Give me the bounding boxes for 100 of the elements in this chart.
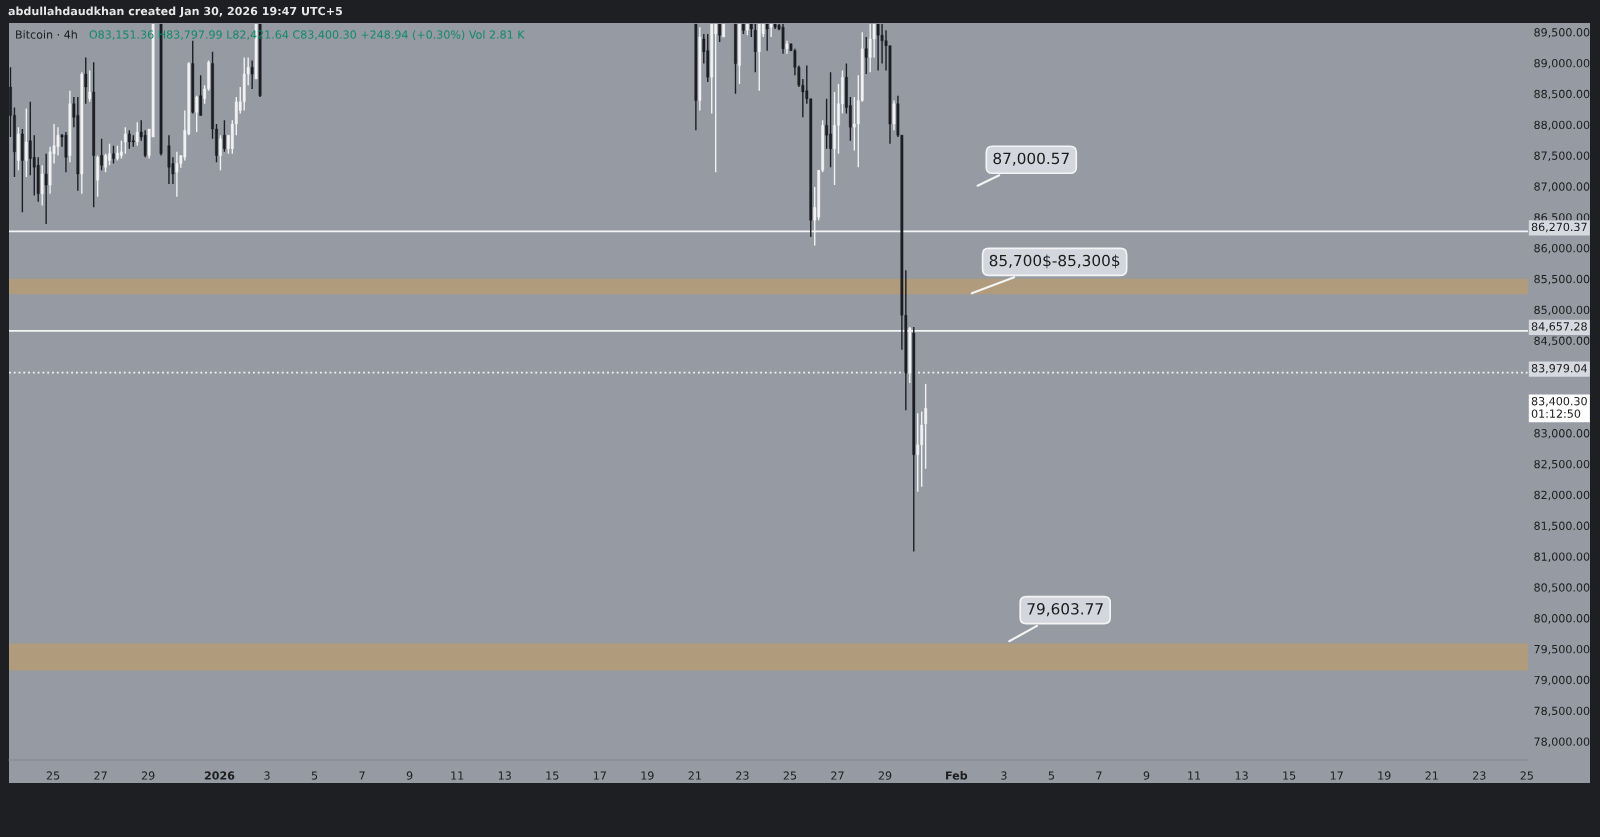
candlestick <box>868 23 872 73</box>
y-tick-label: 80,500.00 <box>1534 583 1590 593</box>
ref-line-label: 83,979.04 <box>1531 364 1587 374</box>
y-tick-label: 85,000.00 <box>1534 305 1590 316</box>
candlestick <box>112 144 115 165</box>
candlestick <box>753 23 757 73</box>
text: Bitcoin · 4h <box>16 30 77 39</box>
candlestick <box>219 134 222 172</box>
x-tick-label: Feb <box>946 771 968 780</box>
y-tick-label: 78,500.00 <box>1534 706 1590 717</box>
candlestick <box>892 99 896 131</box>
candlestick <box>829 71 832 168</box>
candlestick <box>714 23 718 173</box>
y-tick-label: 81,500.00 <box>1534 521 1590 532</box>
x-tick-label: 11 <box>451 771 464 780</box>
x-tick-label: 5 <box>311 771 318 780</box>
y-tick-label: 80,000.00 <box>1534 614 1590 624</box>
x-tick-label: 3 <box>264 771 270 780</box>
x-tick-label: 3 <box>1001 771 1007 780</box>
ref-line-label: 84,657.28 <box>1531 322 1587 332</box>
y-tick-label: 79,000.00 <box>1534 675 1590 686</box>
x-tick-label: 25 <box>783 771 797 780</box>
candlestick <box>28 101 32 176</box>
candlestick <box>24 107 28 178</box>
x-tick-label: 5 <box>1048 771 1054 780</box>
ref-line-label: 86,270.37 <box>1531 222 1587 233</box>
x-tick-label: 21 <box>1425 771 1438 780</box>
y-tick-label: 83,000.00 <box>1534 429 1590 439</box>
x-tick-label: 23 <box>736 771 749 780</box>
y-tick-label: 82,000.00 <box>1534 490 1590 501</box>
annotation: 79,603.77 <box>1027 603 1103 617</box>
candlestick <box>250 59 254 90</box>
candlestick <box>88 69 92 103</box>
x-tick-label: 17 <box>1330 771 1343 780</box>
y-tick-label: 86,500.00 <box>1534 213 1590 223</box>
candlestick <box>876 23 880 72</box>
y-tick-label: 89,500.00 <box>1534 28 1590 38</box>
x-tick-label: 25 <box>46 771 60 780</box>
candlestick <box>738 23 741 85</box>
x-tick-label: 27 <box>831 771 844 780</box>
candlestick <box>167 134 171 185</box>
candlestick <box>833 91 836 186</box>
y-tick-label: 85,500.00 <box>1534 274 1590 285</box>
y-tick-label: 79,500.00 <box>1534 644 1590 655</box>
candlestick <box>722 23 725 38</box>
candlestick <box>100 138 103 172</box>
text: 83,400.30 01:12:50 <box>1531 396 1587 418</box>
y-tick-label: 82,500.00 <box>1534 459 1590 470</box>
candlestick <box>123 126 127 155</box>
candlestick <box>104 152 107 173</box>
candlestick <box>199 74 203 117</box>
y-tick-label: 87,500.00 <box>1534 151 1590 162</box>
y-tick-label: 81,000.00 <box>1534 552 1590 562</box>
y-tick-label: 78,000.00 <box>1534 737 1590 748</box>
candlestick <box>916 412 920 493</box>
annotation: 87,000.57 <box>993 152 1069 166</box>
text: abdullahdaudkhan created Jan 30, 2026 19:47 UTC+5 <box>8 6 343 18</box>
candlestick <box>864 36 868 75</box>
candlestick <box>64 131 68 173</box>
candlestick <box>195 94 199 133</box>
candlestick <box>116 144 119 162</box>
x-tick-label: 17 <box>593 771 606 780</box>
annotation: 85,700$-85,300$ <box>989 254 1120 269</box>
x-tick-label: 19 <box>641 771 654 780</box>
x-tick-label: 21 <box>688 771 701 780</box>
y-tick-label: 88,000.00 <box>1534 120 1590 131</box>
candlestick <box>852 96 856 152</box>
x-tick-label: 7 <box>359 771 365 780</box>
candlestick <box>40 164 44 207</box>
candlestick <box>223 119 226 153</box>
candlestick <box>127 129 131 150</box>
candlestick <box>44 152 48 225</box>
candlestick <box>825 98 828 150</box>
candlestick <box>17 126 20 172</box>
x-tick-label: 15 <box>1283 771 1296 780</box>
x-tick-label: 29 <box>141 771 155 780</box>
x-tick-label: 9 <box>406 771 413 780</box>
x-tick-label: 9 <box>1143 771 1150 780</box>
candlestick <box>108 143 111 167</box>
candlestick <box>175 151 179 198</box>
candlestick <box>84 56 88 105</box>
candlestick <box>769 23 773 38</box>
y-tick-label: 87,000.00 <box>1534 182 1590 192</box>
x-tick-label: 13 <box>1235 771 1248 780</box>
y-tick-label: 88,500.00 <box>1534 89 1590 100</box>
y-tick-label: 89,000.00 <box>1534 58 1590 69</box>
x-tick-label: 19 <box>1378 771 1391 780</box>
candlestick <box>765 23 769 52</box>
candlestick <box>924 383 928 470</box>
candlestick <box>135 121 139 147</box>
y-tick-label: 84,500.00 <box>1534 336 1590 347</box>
x-tick-label: 13 <box>498 771 511 780</box>
x-tick-label: 27 <box>94 771 107 780</box>
candlestick <box>742 23 745 35</box>
x-tick-label: 15 <box>546 771 559 780</box>
candlestick <box>781 23 785 55</box>
x-tick-label: 25 <box>1520 771 1533 780</box>
x-tick-label: 7 <box>1096 771 1102 780</box>
x-tick-label: 11 <box>1188 771 1201 780</box>
x-tick-label: 2026 <box>204 771 235 780</box>
